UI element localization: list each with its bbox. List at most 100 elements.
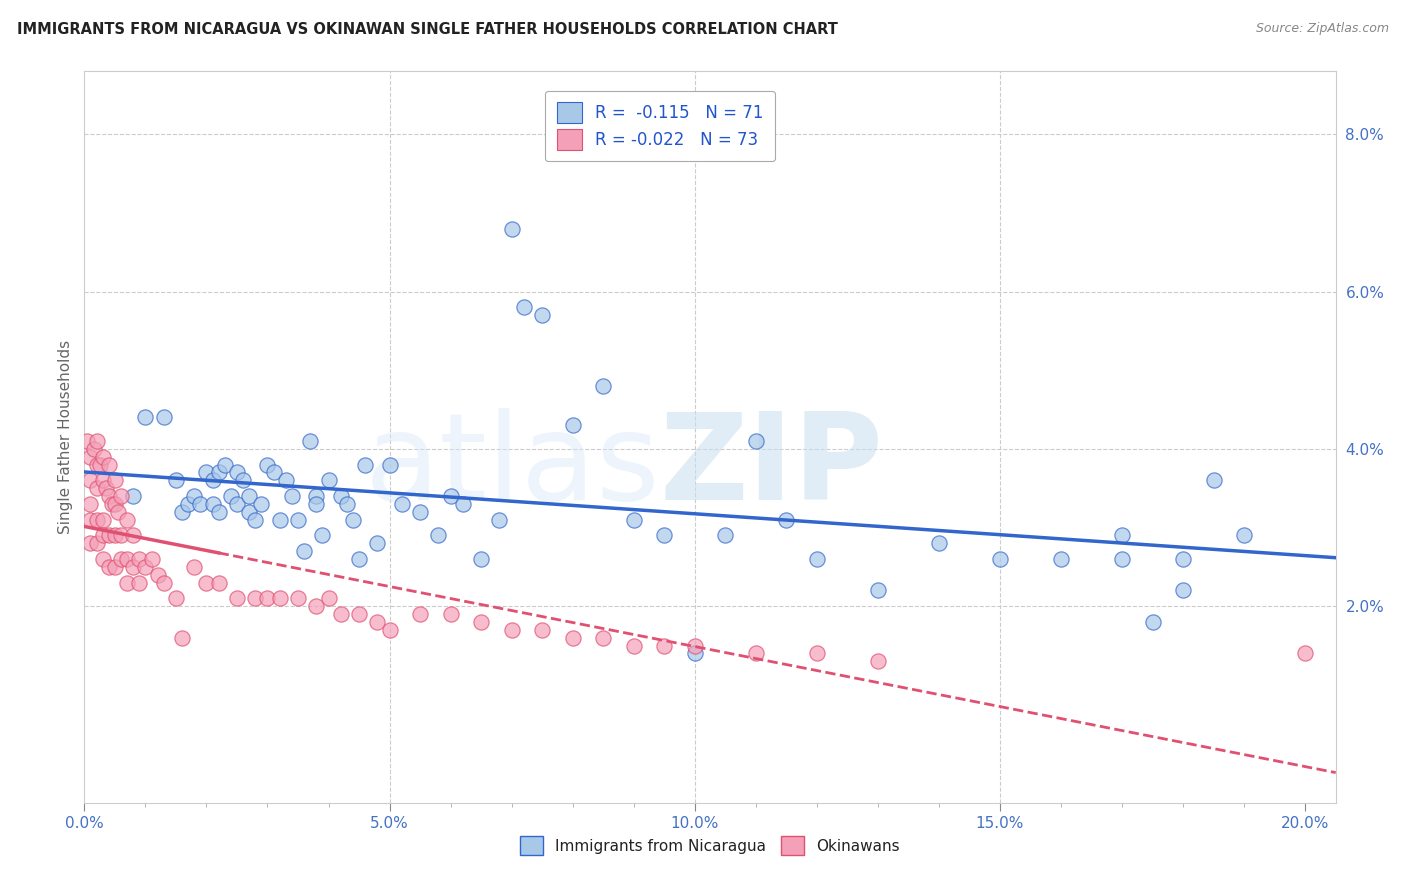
Text: Source: ZipAtlas.com: Source: ZipAtlas.com	[1256, 22, 1389, 36]
Point	[128, 575, 150, 590]
Point	[97, 528, 120, 542]
Point	[378, 458, 401, 472]
Point	[652, 639, 675, 653]
Point	[76, 434, 98, 448]
Point	[104, 473, 127, 487]
Point	[91, 513, 114, 527]
Point	[226, 591, 249, 606]
Point	[1202, 473, 1225, 487]
Point	[366, 615, 388, 629]
Point	[427, 528, 450, 542]
Point	[79, 497, 101, 511]
Point	[269, 591, 291, 606]
Point	[165, 591, 187, 606]
Point	[134, 410, 156, 425]
Point	[329, 607, 352, 621]
Point	[208, 575, 231, 590]
Point	[409, 607, 432, 621]
Point	[214, 458, 236, 472]
Point	[134, 559, 156, 574]
Point	[592, 379, 614, 393]
Point	[97, 489, 120, 503]
Point	[195, 466, 218, 480]
Point	[1294, 646, 1316, 660]
Point	[745, 434, 768, 448]
Point	[354, 458, 377, 472]
Point	[318, 591, 340, 606]
Point	[107, 505, 129, 519]
Point	[439, 489, 461, 503]
Point	[470, 552, 492, 566]
Point	[104, 528, 127, 542]
Point	[115, 513, 138, 527]
Point	[305, 497, 328, 511]
Point	[347, 552, 370, 566]
Point	[219, 489, 242, 503]
Point	[146, 567, 169, 582]
Point	[988, 552, 1011, 566]
Point	[183, 489, 205, 503]
Point	[311, 528, 333, 542]
Text: IMMIGRANTS FROM NICARAGUA VS OKINAWAN SINGLE FATHER HOUSEHOLDS CORRELATION CHART: IMMIGRANTS FROM NICARAGUA VS OKINAWAN SI…	[17, 22, 838, 37]
Point	[110, 528, 132, 542]
Point	[104, 497, 127, 511]
Point	[101, 497, 124, 511]
Point	[226, 497, 249, 511]
Point	[208, 466, 231, 480]
Point	[305, 489, 328, 503]
Point	[263, 466, 285, 480]
Point	[439, 607, 461, 621]
Text: atlas: atlas	[364, 408, 659, 524]
Point	[409, 505, 432, 519]
Point	[170, 505, 193, 519]
Point	[183, 559, 205, 574]
Point	[347, 607, 370, 621]
Point	[238, 505, 260, 519]
Point	[531, 623, 554, 637]
Point	[714, 528, 737, 542]
Point	[305, 599, 328, 614]
Point	[299, 434, 322, 448]
Point	[470, 615, 492, 629]
Point	[281, 489, 304, 503]
Point	[141, 552, 163, 566]
Point	[86, 481, 108, 495]
Point	[378, 623, 401, 637]
Point	[152, 575, 174, 590]
Point	[1050, 552, 1073, 566]
Point	[366, 536, 388, 550]
Point	[329, 489, 352, 503]
Point	[152, 410, 174, 425]
Point	[391, 497, 413, 511]
Point	[86, 434, 108, 448]
Point	[501, 221, 523, 235]
Point	[97, 458, 120, 472]
Legend: Immigrants from Nicaragua, Okinawans: Immigrants from Nicaragua, Okinawans	[513, 830, 907, 861]
Point	[232, 473, 254, 487]
Point	[91, 473, 114, 487]
Point	[592, 631, 614, 645]
Point	[170, 631, 193, 645]
Point	[623, 639, 645, 653]
Point	[342, 513, 364, 527]
Point	[122, 528, 145, 542]
Point	[513, 301, 536, 315]
Point	[91, 552, 114, 566]
Point	[79, 450, 101, 464]
Point	[110, 552, 132, 566]
Point	[683, 646, 706, 660]
Point	[336, 497, 359, 511]
Point	[561, 418, 583, 433]
Point	[86, 536, 108, 550]
Point	[122, 559, 145, 574]
Point	[79, 536, 101, 550]
Point	[201, 473, 224, 487]
Point	[208, 505, 231, 519]
Point	[245, 591, 267, 606]
Point	[226, 466, 249, 480]
Point	[122, 489, 145, 503]
Point	[97, 559, 120, 574]
Point	[195, 575, 218, 590]
Point	[238, 489, 260, 503]
Point	[79, 473, 101, 487]
